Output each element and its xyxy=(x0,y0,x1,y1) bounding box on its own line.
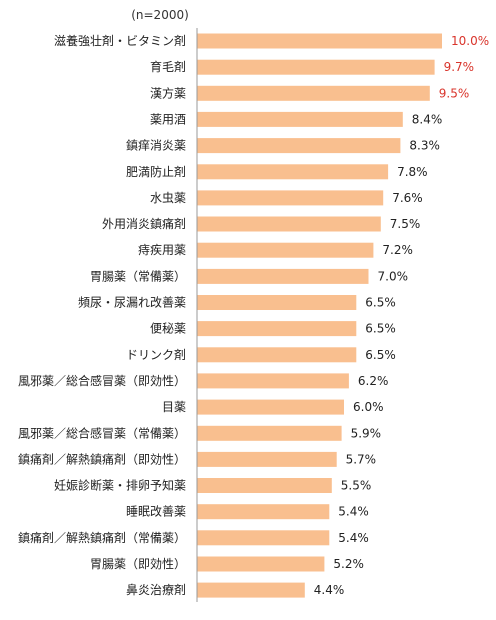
value-label-5: 8.3% xyxy=(409,139,440,153)
bar-9 xyxy=(197,242,374,258)
value-label-21: 5.2% xyxy=(333,557,364,571)
category-label-1: 滋養強壮剤・ビタミン剤 xyxy=(54,33,186,48)
bar-2 xyxy=(197,59,435,75)
category-label-22: 鼻炎治療剤 xyxy=(126,582,186,597)
category-label-13: ドリンク剤 xyxy=(126,347,186,362)
value-label-15: 6.0% xyxy=(353,400,384,414)
bar-6 xyxy=(197,164,389,180)
bar-5 xyxy=(197,138,401,154)
value-label-4: 8.4% xyxy=(412,112,443,126)
value-label-11: 6.5% xyxy=(365,296,396,310)
value-label-13: 6.5% xyxy=(365,348,396,362)
bar-3 xyxy=(197,85,430,101)
bar-11 xyxy=(197,295,357,310)
value-label-14: 6.2% xyxy=(358,374,389,388)
value-label-18: 5.5% xyxy=(341,479,372,493)
category-label-19: 睡眠改善薬 xyxy=(126,504,186,519)
value-label-19: 5.4% xyxy=(338,505,369,519)
value-label-3: 9.5% xyxy=(439,86,470,100)
value-label-22: 4.4% xyxy=(314,583,345,597)
value-label-20: 5.4% xyxy=(338,531,369,545)
bar-1 xyxy=(197,33,442,49)
bar-7 xyxy=(197,190,384,206)
bar-15 xyxy=(197,399,344,415)
value-label-6: 7.8% xyxy=(397,165,428,179)
category-label-15: 目薬 xyxy=(162,400,186,414)
category-labels-group: 滋養強壮剤・ビタミン剤育毛剤漢方薬薬用酒鎮痒消炎薬肥満防止剤水虫薬外用消炎鎮痛剤… xyxy=(18,33,186,597)
category-label-6: 肥満防止剤 xyxy=(126,164,186,179)
bar-17 xyxy=(197,451,337,467)
value-label-8: 7.5% xyxy=(390,217,421,231)
bar-20 xyxy=(197,530,330,546)
bar-4 xyxy=(197,111,403,127)
value-label-12: 6.5% xyxy=(365,322,396,336)
category-label-10: 胃腸薬（常備薬） xyxy=(90,268,186,283)
category-label-9: 痔疾用薬 xyxy=(138,242,186,257)
value-label-1: 10.0% xyxy=(451,34,489,48)
category-label-17: 鎮痛剤／解熱鎮痛剤（即効性） xyxy=(18,451,186,466)
bar-12 xyxy=(197,321,357,337)
sample-size-note: (n=2000) xyxy=(131,8,189,22)
bar-13 xyxy=(197,347,357,363)
bars-group xyxy=(197,33,442,598)
bar-22 xyxy=(197,582,305,598)
value-label-9: 7.2% xyxy=(382,243,413,257)
category-label-21: 胃腸薬（即効性） xyxy=(90,556,186,571)
bar-21 xyxy=(197,556,325,572)
category-label-3: 漢方薬 xyxy=(150,85,186,100)
category-label-20: 鎮痛剤／解熱鎮痛剤（常備薬） xyxy=(18,530,186,545)
value-labels-group: 10.0% 9.7% 9.5% 8.4% 8.3% 7.8% 7.6% 7.5% 7.2% 7.0… xyxy=(314,34,489,597)
bar-19 xyxy=(197,504,330,520)
category-label-5: 鎮痒消炎薬 xyxy=(126,138,186,153)
category-label-7: 水虫薬 xyxy=(150,191,186,205)
value-label-17: 5.7% xyxy=(346,452,377,466)
category-label-14: 風邪薬／総合感冒薬（即効性） xyxy=(18,373,186,388)
category-label-8: 外用消炎鎮痛剤 xyxy=(102,216,186,231)
value-label-16: 5.9% xyxy=(351,426,382,440)
category-label-2: 育毛剤 xyxy=(150,59,186,74)
value-label-10: 7.0% xyxy=(378,269,409,283)
category-label-11: 頻尿・尿漏れ改善薬 xyxy=(78,295,186,310)
bar-14 xyxy=(197,373,349,389)
bar-10 xyxy=(197,268,369,284)
category-label-4: 薬用酒 xyxy=(150,112,186,126)
category-label-18: 妊娠診断薬・排卵予知薬 xyxy=(54,478,186,493)
value-label-2: 9.7% xyxy=(444,60,475,74)
value-label-7: 7.6% xyxy=(392,191,423,205)
bar-18 xyxy=(197,478,332,493)
bar-16 xyxy=(197,425,342,441)
bar-8 xyxy=(197,216,381,232)
category-label-12: 便秘薬 xyxy=(150,322,186,336)
category-label-16: 風邪薬／総合感冒薬（常備薬） xyxy=(18,425,186,440)
